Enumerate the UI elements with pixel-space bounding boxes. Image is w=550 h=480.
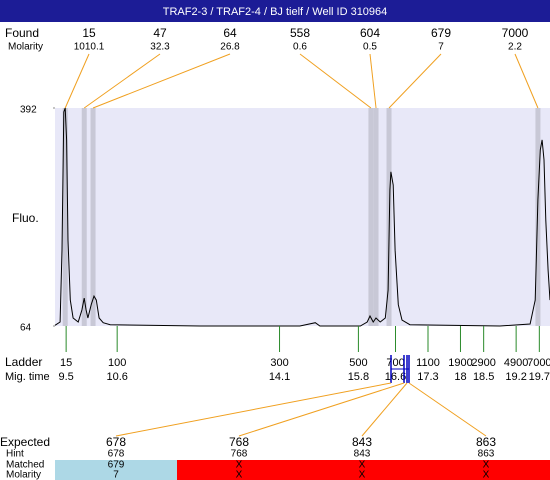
matched-row-bg — [55, 460, 177, 480]
expected-row-label: Molarity — [6, 470, 41, 480]
found-size: 15 — [82, 26, 96, 40]
ladder-size: 4900 — [504, 357, 528, 369]
expected-connector — [115, 382, 392, 437]
found-size: 64 — [223, 26, 237, 40]
peak-connector — [64, 53, 90, 109]
ladder-time: 14.1 — [269, 371, 290, 383]
ladder-size: 300 — [270, 357, 288, 369]
ladder-time: 19.2 — [505, 371, 526, 383]
expected-hint: 863 — [478, 449, 495, 460]
ladder-time: 19.7 — [529, 371, 550, 383]
ladder-size: 15 — [60, 357, 72, 369]
plot-area — [55, 108, 550, 326]
expected-molarity: X — [483, 470, 490, 480]
peak-connector — [369, 53, 377, 109]
found-size: 47 — [153, 26, 167, 40]
ladder-time: 15.8 — [348, 371, 369, 383]
found-size: 679 — [431, 26, 451, 40]
ladder-label: Ladder — [5, 355, 42, 369]
expected-hint: 843 — [354, 449, 371, 460]
y-tick-label: 64 — [20, 323, 32, 334]
expected-hint: 678 — [108, 449, 125, 460]
expected-molarity: X — [236, 470, 243, 480]
expected-connector — [408, 382, 487, 437]
expected-expected: 678 — [106, 435, 126, 449]
unmatched-row-bg — [177, 460, 550, 480]
peak-connector — [92, 53, 231, 109]
header-title: TRAF2-3 / TRAF2-4 / BJ tielf / Well ID 3… — [163, 6, 388, 18]
ladder-size: 100 — [108, 357, 126, 369]
expected-matched: X — [236, 460, 243, 471]
y-axis-label: Fluo. — [12, 211, 39, 225]
found-label: Found — [5, 26, 39, 40]
expected-molarity: X — [359, 470, 366, 480]
peak-connector — [83, 53, 161, 109]
found-molarity: 1010.1 — [74, 42, 105, 53]
found-molarity: 26.8 — [220, 42, 240, 53]
found-molarity: 0.6 — [293, 42, 307, 53]
ladder-size: 1100 — [416, 357, 440, 369]
expected-matched: X — [359, 460, 366, 471]
ladder-size: 7000 — [527, 357, 550, 369]
found-molarity: 7 — [438, 42, 444, 53]
expected-row-label: Matched — [6, 460, 44, 471]
ladder-time-label: Mig. time — [5, 371, 50, 383]
found-molarity: 0.5 — [363, 42, 377, 53]
ladder-time: 18.5 — [473, 371, 494, 383]
ladder-time: 9.5 — [58, 371, 73, 383]
ladder-size: 700 — [386, 357, 404, 369]
ladder-time: 10.6 — [106, 371, 127, 383]
found-molarity-label: Molarity — [8, 42, 43, 53]
expected-connector — [361, 382, 408, 437]
peak-connector — [388, 53, 442, 109]
peak-connector — [514, 53, 539, 109]
found-molarity: 32.3 — [150, 42, 170, 53]
expected-row-label: Expected — [0, 435, 50, 449]
ladder-time: 18 — [454, 371, 466, 383]
expected-connector — [238, 382, 405, 437]
found-size: 558 — [290, 26, 310, 40]
ladder-time: 16.6 — [385, 371, 406, 383]
found-size: 604 — [360, 26, 380, 40]
ladder-size: 500 — [349, 357, 367, 369]
expected-hint: 768 — [231, 449, 248, 460]
expected-expected: 843 — [352, 435, 372, 449]
expected-matched: 679 — [108, 460, 125, 471]
peak-connector — [299, 53, 372, 109]
trace — [54, 107, 550, 327]
header-bar — [0, 0, 550, 22]
found-molarity: 2.2 — [508, 42, 522, 53]
expected-row-label: Hint — [6, 449, 24, 460]
found-size: 7000 — [502, 26, 529, 40]
ladder-size: 2900 — [471, 357, 495, 369]
expected-expected: 863 — [476, 435, 496, 449]
y-tick-label: 392 — [20, 105, 37, 116]
expected-expected: 768 — [229, 435, 249, 449]
ladder-time: 17.3 — [417, 371, 438, 383]
expected-molarity: 7 — [113, 470, 119, 480]
expected-matched: X — [483, 460, 490, 471]
ladder-size: 1900 — [448, 357, 472, 369]
